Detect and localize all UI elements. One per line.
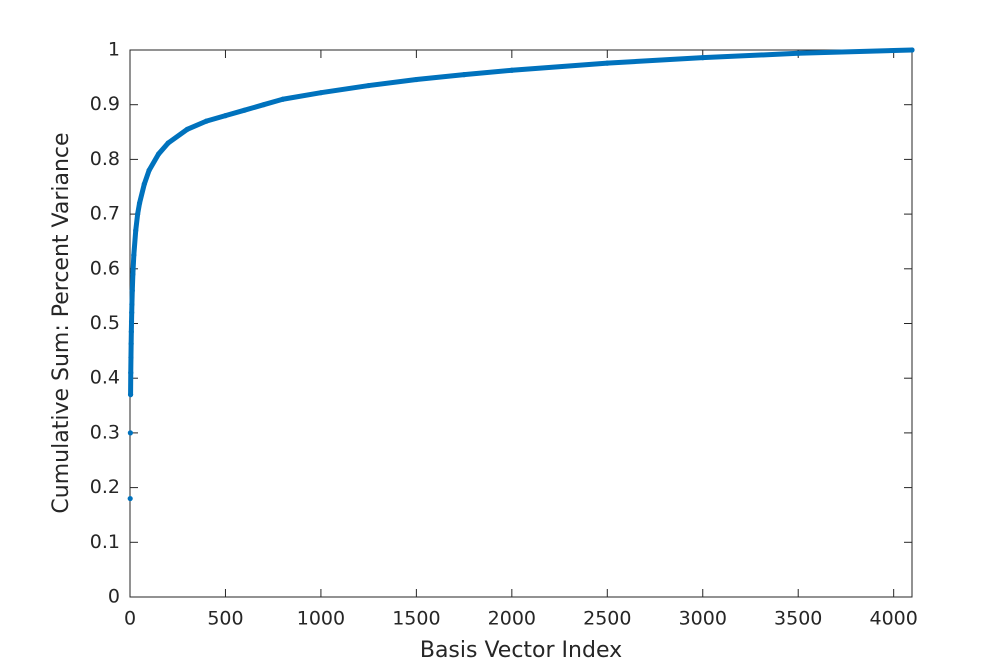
- data-point: [203, 118, 209, 124]
- x-tick-label: 3000: [679, 608, 727, 630]
- data-point: [184, 126, 190, 132]
- data-point: [128, 319, 135, 325]
- data-point: [165, 140, 171, 146]
- data-point: [129, 309, 135, 316]
- data-point: [795, 50, 801, 56]
- data-point: [129, 288, 135, 294]
- y-tick-label: 0.7: [90, 203, 120, 225]
- data-point: [222, 113, 229, 119]
- data-point: [141, 181, 147, 187]
- data-point: [136, 200, 143, 206]
- y-tick-label: 0.4: [90, 367, 120, 389]
- y-tick-label: 0.3: [90, 421, 120, 443]
- y-tick-label: 1: [108, 39, 120, 61]
- data-point: [280, 96, 286, 102]
- data-point: [129, 301, 135, 307]
- data-curve: [128, 47, 915, 398]
- x-axis-label: Basis Vector Index: [420, 638, 622, 663]
- x-tick-label: 0: [124, 608, 136, 630]
- data-point: [127, 430, 133, 436]
- y-tick-label: 0.9: [90, 93, 120, 115]
- y-tick-label: 0.8: [90, 148, 120, 170]
- data-point: [128, 370, 134, 376]
- data-point: [413, 76, 419, 83]
- data-point: [130, 271, 136, 277]
- x-tick-label: 1500: [392, 608, 440, 630]
- data-point: [909, 47, 915, 53]
- x-tick-label: 2500: [583, 608, 631, 630]
- data-point: [509, 67, 515, 73]
- data-point: [318, 90, 324, 96]
- x-tick-label: 1000: [297, 608, 345, 630]
- data-point: [131, 252, 137, 258]
- x-tick-label: 4000: [869, 608, 917, 630]
- data-point: [700, 55, 706, 61]
- data-point: [128, 341, 134, 347]
- data-point: [128, 354, 134, 361]
- data-point: [127, 495, 133, 502]
- x-tick-label: 3500: [774, 608, 822, 630]
- y-tick-label: 0.5: [90, 312, 120, 334]
- data-point: [128, 329, 134, 335]
- x-tick-label: 500: [207, 608, 243, 630]
- data-point: [461, 72, 467, 78]
- plot-frame: [129, 49, 913, 598]
- data-point: [366, 82, 372, 89]
- data-point: [135, 211, 141, 217]
- x-tick-label: 2000: [488, 608, 536, 630]
- data-point: [127, 392, 134, 398]
- data-point: [156, 151, 162, 157]
- y-tick-label: 0.2: [90, 476, 120, 498]
- data-point: [133, 227, 139, 234]
- y-tick-label: 0.6: [90, 257, 120, 279]
- data-point: [146, 167, 152, 173]
- y-tick-label: 0: [108, 586, 120, 608]
- data-point: [261, 102, 267, 108]
- y-axis-label: Cumulative Sum: Percent Variance: [49, 132, 74, 513]
- data-point: [241, 107, 248, 113]
- data-point: [604, 60, 610, 66]
- y-tick-label: 0.1: [90, 531, 120, 553]
